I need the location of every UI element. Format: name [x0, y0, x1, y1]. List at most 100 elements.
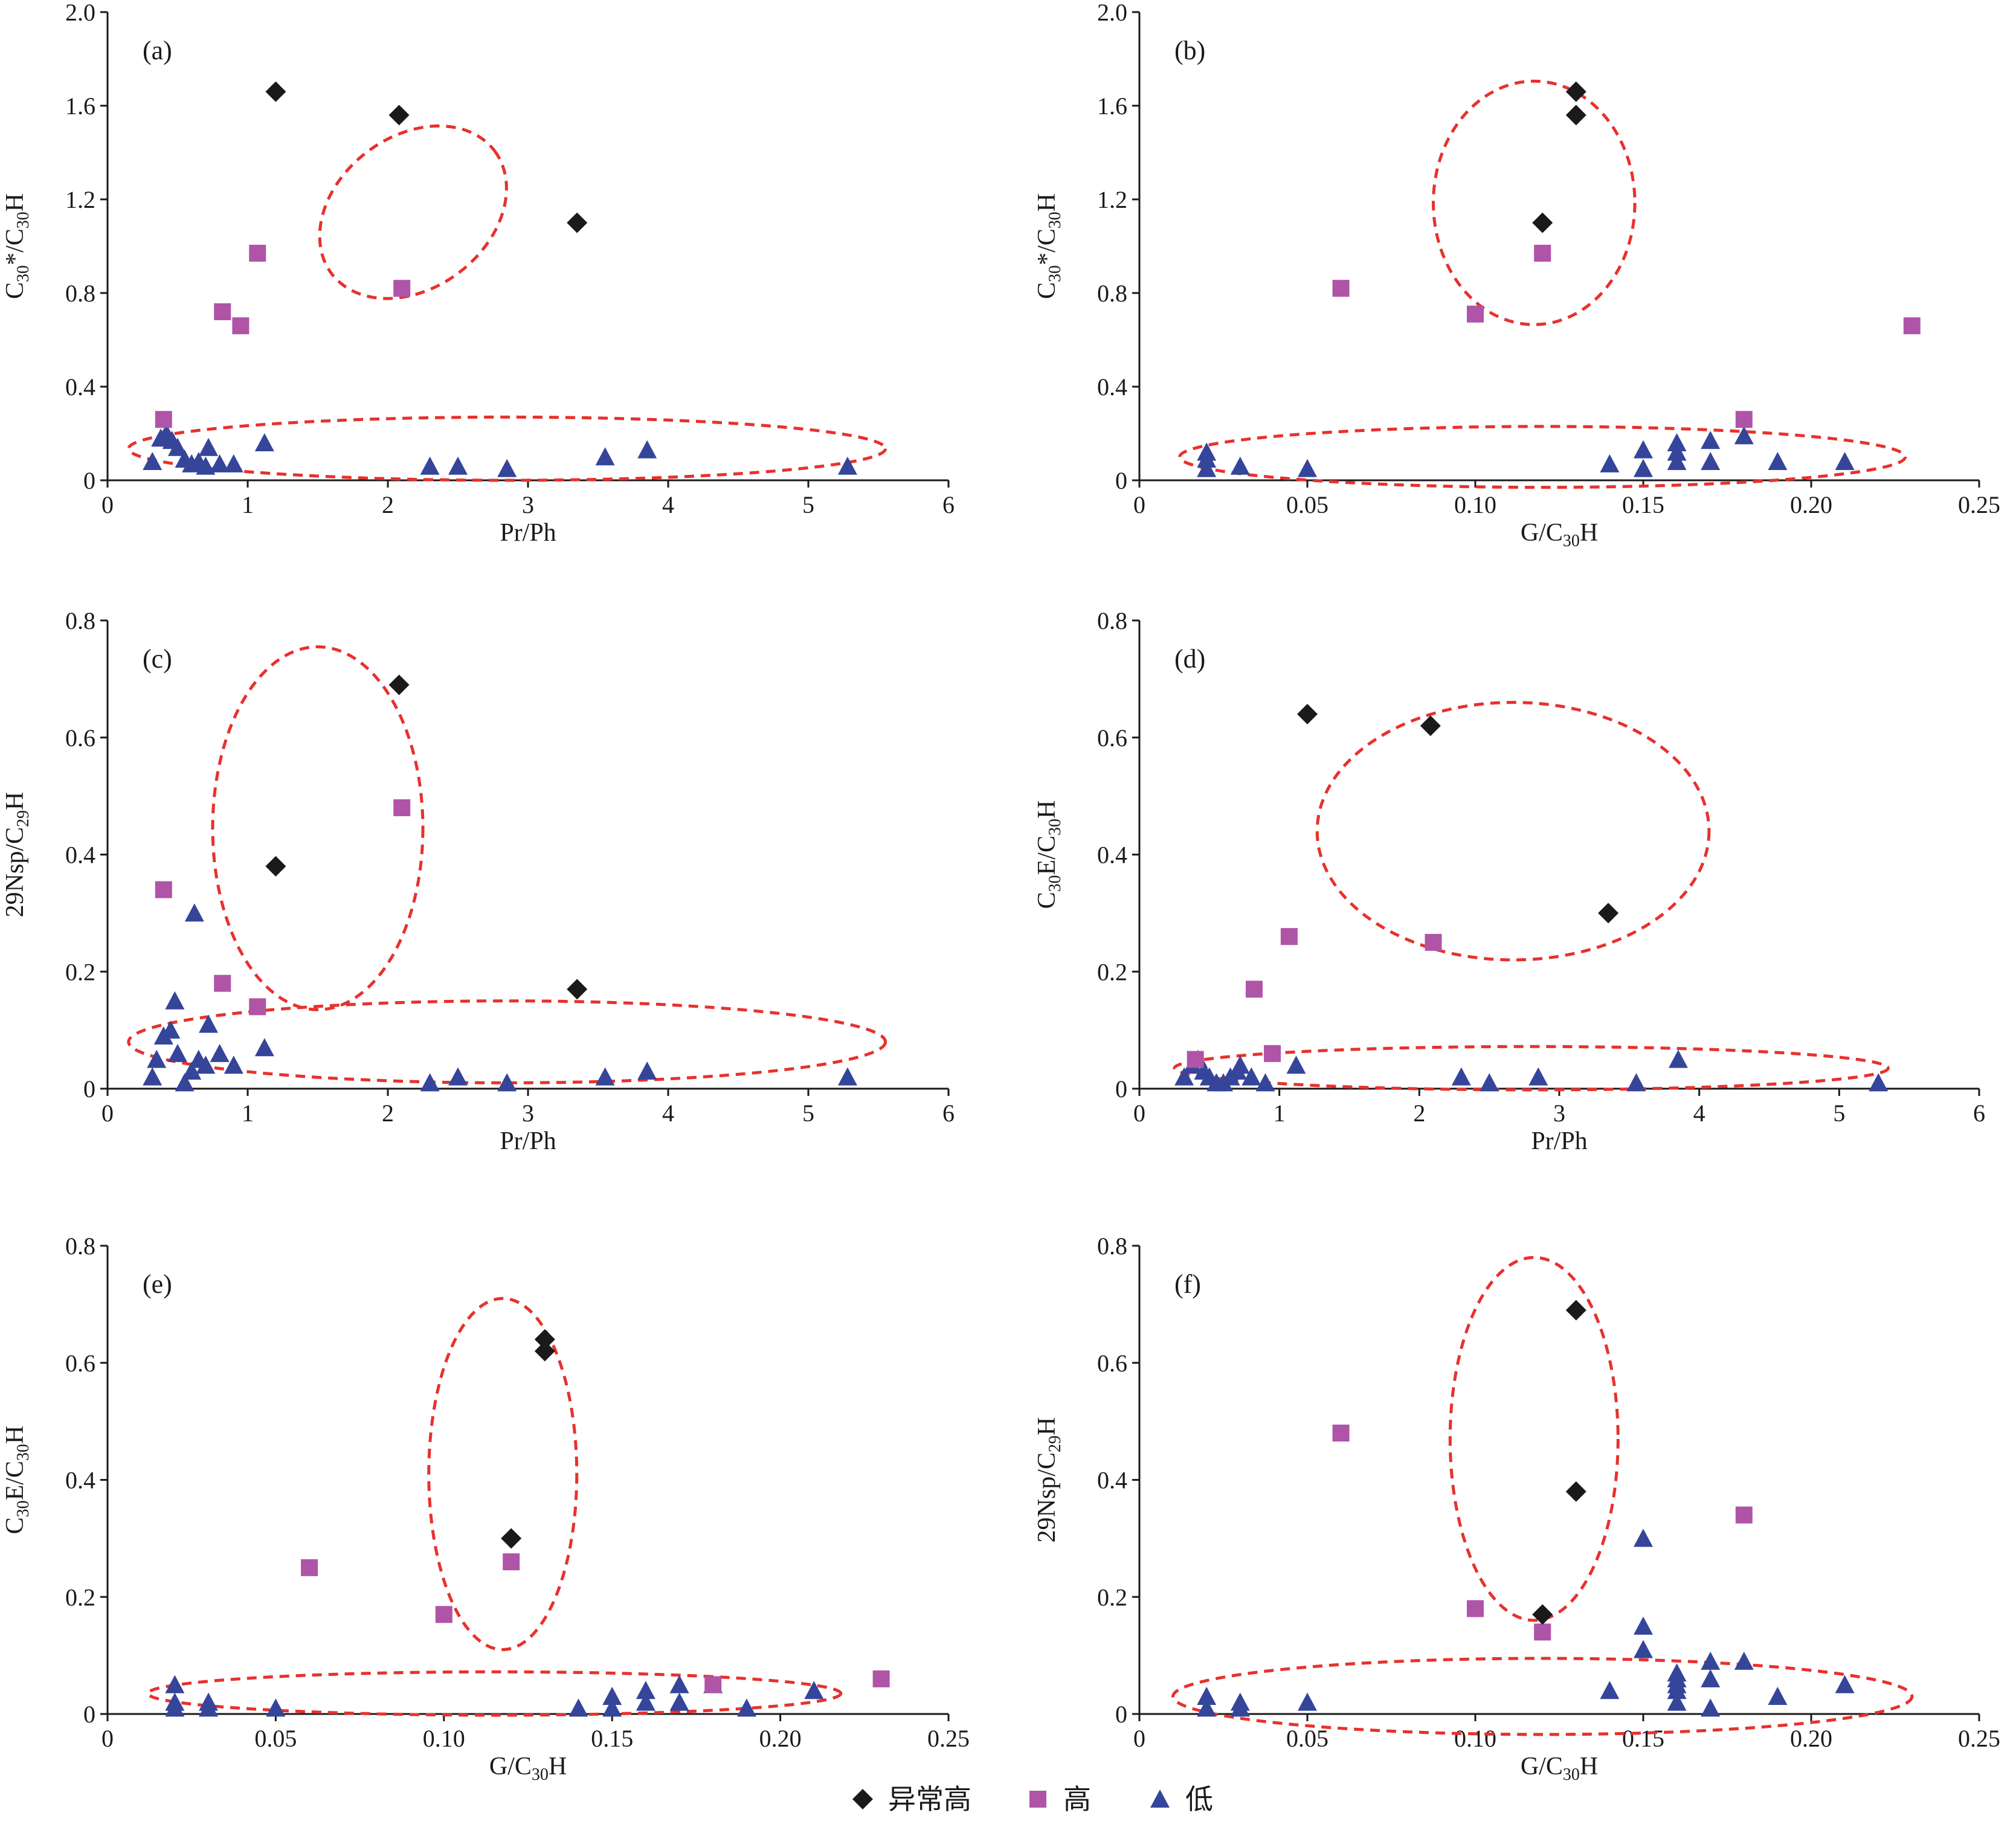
- subscript: 30: [1046, 211, 1064, 228]
- triangle-marker: [254, 1038, 274, 1057]
- triangle-marker: [448, 1067, 468, 1086]
- triangle-marker: [1667, 442, 1687, 461]
- y-tick-label: 0.4: [65, 1467, 95, 1494]
- triangle-marker: [182, 1061, 202, 1080]
- triangle-marker: [1451, 1067, 1471, 1086]
- subscript: 30: [14, 211, 33, 228]
- square-marker: [1534, 245, 1551, 262]
- square-marker: [1425, 933, 1442, 951]
- triangle-marker: [1634, 1640, 1653, 1658]
- triangle-marker: [210, 1043, 230, 1062]
- square-marker: [503, 1553, 520, 1571]
- square-marker: [232, 317, 250, 335]
- diamond-marker: [534, 1341, 555, 1362]
- triangle-marker: [1668, 1049, 1688, 1068]
- diamond-marker: [1532, 1604, 1553, 1625]
- triangle-marker: [1701, 1698, 1721, 1717]
- subscript: 30: [1046, 265, 1064, 282]
- triangle-marker: [1634, 459, 1653, 477]
- triangle-marker: [266, 1698, 286, 1717]
- x-tick-label: 2: [382, 1100, 394, 1127]
- subscript: 30: [1046, 875, 1064, 892]
- triangle-marker: [1197, 459, 1217, 477]
- x-tick-label: 0.10: [423, 1725, 465, 1752]
- label-part: 29Nsp/C: [1033, 1452, 1061, 1542]
- group-ellipse: [1315, 701, 1711, 962]
- y-tick-label: 0.6: [1097, 1350, 1127, 1377]
- x-axis-title: G/C30H: [1521, 519, 1598, 550]
- x-tick-label: 0: [101, 1725, 114, 1752]
- diamond-marker: [567, 979, 588, 1000]
- triangle-marker: [1230, 456, 1250, 475]
- triangle-marker: [637, 440, 657, 459]
- x-tick-label: 0.10: [1454, 1725, 1496, 1752]
- triangle-marker: [1701, 431, 1721, 449]
- triangle-marker: [175, 1073, 195, 1092]
- triangle-marker: [837, 1067, 857, 1086]
- triangle-marker: [736, 1698, 756, 1717]
- triangle-marker: [1701, 452, 1721, 470]
- x-axis-title: G/C30H: [1521, 1753, 1598, 1784]
- diamond-marker: [1565, 81, 1586, 102]
- triangle-marker: [1667, 1692, 1687, 1711]
- subscript: 30: [14, 265, 33, 282]
- triangle-marker: [420, 456, 440, 475]
- subscript: 30: [14, 1500, 33, 1517]
- y-tick-label: 0.8: [1097, 607, 1127, 634]
- square-marker: [393, 799, 411, 816]
- y-tick-label: 1.2: [1097, 186, 1127, 213]
- x-tick-label: 1: [242, 1100, 254, 1127]
- diamond-marker: [265, 81, 286, 102]
- square-marker: [1467, 305, 1484, 323]
- y-tick-label: 0: [1115, 467, 1127, 494]
- square-marker: [155, 881, 172, 898]
- square-marker: [1467, 1600, 1484, 1617]
- square-marker: [1245, 981, 1263, 998]
- label-part: H: [1580, 519, 1598, 547]
- scatter-panel-f: 0 0.05 0.10 0.15 0.20 0.2500.20.40.60.8G/C30H…: [1033, 1232, 2000, 1784]
- panel-label: (a): [143, 36, 172, 65]
- y-tick-label: 1.2: [65, 186, 95, 213]
- triangle-marker: [147, 1049, 167, 1068]
- triangle-marker: [1197, 1686, 1217, 1705]
- scatter-panel-c: 0 1 2 3 4 5 6 0 0.2 0.4 0.6 0.8 Pr/Ph 29Nsp/C29H (c): [1, 607, 955, 1155]
- y-axis-title: C30E/C30H: [1033, 801, 1064, 909]
- triangle-marker: [568, 1698, 588, 1717]
- square-marker: [1264, 1045, 1281, 1062]
- y-axis-title: 29Nsp/C29H: [1033, 1417, 1064, 1543]
- y-axis-title: C30*/C30H: [1033, 193, 1064, 299]
- panel-label: (e): [143, 1269, 172, 1299]
- y-tick-label: 2.0: [65, 0, 95, 26]
- label-part: G/C: [489, 1753, 532, 1780]
- x-tick-label: 6: [942, 491, 955, 518]
- y-tick-label: 0.6: [1097, 724, 1127, 752]
- square-marker: [301, 1559, 318, 1576]
- triangle-marker: [1768, 452, 1788, 470]
- triangle-marker: [196, 1055, 216, 1074]
- y-tick-label: 0.2: [65, 1583, 95, 1611]
- y-tick-label: 0.4: [1097, 842, 1127, 869]
- x-tick-label: 0.15: [591, 1725, 633, 1752]
- x-tick-label: 6: [1973, 1100, 1985, 1127]
- square-marker: [1735, 411, 1753, 428]
- y-tick-label: 2.0: [1097, 0, 1127, 26]
- triangle-marker: [637, 1061, 657, 1080]
- triangle-marker: [199, 437, 219, 456]
- y-tick-label: 0.8: [1097, 1232, 1127, 1260]
- triangle-marker: [1298, 459, 1317, 477]
- square-marker: [435, 1606, 452, 1623]
- y-axis-title: 29Nsp/C29H: [1, 792, 33, 918]
- group-ellipse: [146, 1670, 843, 1717]
- triangle-marker: [1634, 1616, 1653, 1635]
- x-tick-label: 1: [242, 491, 254, 518]
- label-part: 29Nsp/C: [1, 827, 29, 917]
- diamond-marker: [501, 1528, 522, 1549]
- x-tick-label: 4: [1693, 1100, 1705, 1127]
- square-marker: [1029, 1791, 1046, 1808]
- x-tick-label: 3: [1553, 1100, 1565, 1127]
- y-axis-title: C30*/C30H: [1, 193, 33, 299]
- square-marker: [1332, 1425, 1350, 1442]
- x-tick-label: 4: [662, 1100, 674, 1127]
- triangle-marker: [669, 1675, 689, 1693]
- triangle-marker: [224, 454, 243, 472]
